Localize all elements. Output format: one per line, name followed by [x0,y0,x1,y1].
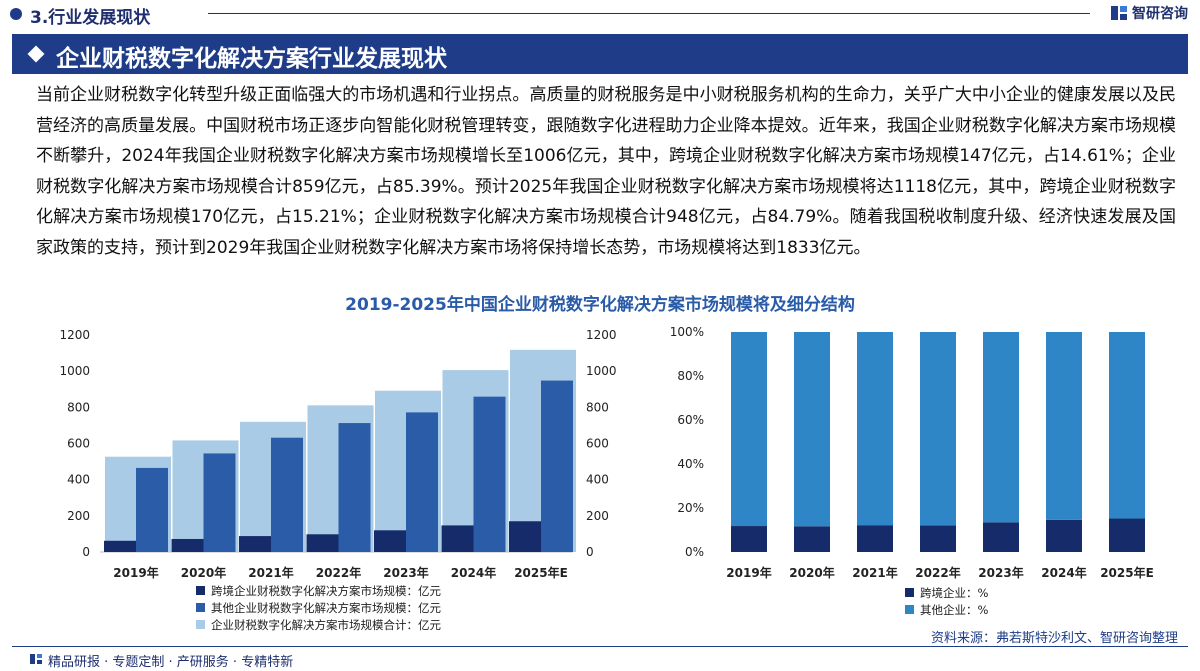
bullet-dot-icon [10,8,22,20]
bar-other-pct [920,332,956,526]
left-bar-chart: 0 200 400 600 800 1000 1200 0 200 400 600 800 1000 12… [59,328,616,632]
legend-swatch [196,603,205,612]
legend-label: 企业财税数字化解决方案市场规模合计：亿元 [211,618,441,632]
y2-tick-label: 0 [586,545,594,559]
y2-tick-label: 200 [586,509,609,523]
diamond-icon [27,45,45,63]
y-tick-label: 800 [67,400,90,414]
x-tick-label: 2022年 [316,565,361,580]
bottom-bar: 精品研报 · 专题定制 · 产研服务 · 专精特新 [0,649,1200,671]
section-title: 3.行业发展现状 [30,8,151,28]
legend-label: 跨境企业：% [920,586,988,600]
bar-other [271,437,303,552]
bar-other [203,453,236,552]
bar-cross-border [509,521,541,552]
bar-cross-border-pct [794,526,830,552]
x-tick-label: 2023年 [383,565,428,580]
chart-title: 2019-2025年中国企业财税数字化解决方案市场规模将及细分结构 [345,295,855,315]
bar-cross-border-pct [857,525,893,552]
x-tick-label: 2024年 [451,565,496,580]
bar-cross-border [171,538,204,552]
x-tick-label: 2025年E [1100,565,1154,580]
bar-cross-border [104,540,136,552]
x-tick-label: 2019年 [113,565,158,580]
y-tick-label: 400 [67,473,90,487]
legend-swatch [196,620,205,629]
y2-tick-label: 1000 [586,364,617,378]
legend-swatch [905,588,914,597]
y-tick-label: 0% [685,545,704,559]
bar-other-pct [1046,332,1082,520]
footer-divider [12,646,1188,647]
bar-cross-border [306,534,339,552]
bar-cross-border [441,525,474,552]
bar-cross-border-pct [1046,519,1082,552]
brand-name: 智研咨询 [1132,6,1188,22]
y-tick-label: 80% [677,369,704,383]
bar-other-pct [731,332,767,527]
bar-other-pct [983,332,1019,523]
page-title: 企业财税数字化解决方案行业发展现状 [56,46,447,72]
y-tick-label: 1200 [59,328,90,342]
y2-tick-label: 400 [586,473,609,487]
bar-other-pct [1109,332,1145,519]
title-banner: 企业财税数字化解决方案行业发展现状 [12,34,1188,74]
y-tick-label: 100% [670,325,704,339]
bar-cross-border [239,536,271,552]
legend-swatch [905,605,914,614]
brand-logo: 智研咨询 [1110,3,1188,23]
legend-label: 其他企业财税数字化解决方案市场规模：亿元 [211,601,441,615]
bar-other [338,423,371,552]
y-tick-label: 20% [677,501,704,515]
x-tick-label: 2021年 [248,565,293,580]
x-tick-label: 2019年 [726,565,771,580]
y-tick-label: 1000 [59,364,90,378]
legend-label: 跨境企业财税数字化解决方案市场规模：亿元 [211,584,441,598]
right-percent-chart: 0% 20% 40% 60% 80% 100% 2019年 2020年 2021年 2022年 20… [670,325,1154,617]
charts-area: 0 200 400 600 800 1000 1200 0 200 400 600 800 1000 12… [59,325,1154,632]
y2-tick-label: 1200 [586,328,617,342]
bar-cross-border-pct [920,525,956,552]
x-tick-label: 2022年 [915,565,960,580]
brand-logo-icon [1111,6,1127,20]
bar-other-pct [857,332,893,526]
y-tick-label: 40% [677,457,704,471]
header-divider [208,13,1090,14]
y-tick-label: 200 [67,509,90,523]
y-tick-label: 60% [677,413,704,427]
x-tick-label: 2023年 [978,565,1023,580]
legend-label: 其他企业：% [920,603,988,617]
y2-tick-label: 800 [586,400,609,414]
footer-tagline: 精品研报 · 专题定制 · 产研服务 · 专精特新 [48,655,294,670]
x-tick-label: 2020年 [789,565,834,580]
top-bar: 3.行业发展现状 智研咨询 [0,0,1200,30]
bar-other [406,412,438,552]
y-tick-label: 600 [67,437,90,451]
bar-other-pct [794,332,830,527]
bar-cross-border [374,530,406,552]
legend-swatch [196,586,205,595]
bar-other [541,380,573,552]
x-tick-label: 2024年 [1041,565,1086,580]
x-tick-label: 2025年E [514,565,568,580]
y2-tick-label: 600 [586,437,609,451]
bar-other [136,467,168,552]
bar-cross-border-pct [731,526,767,552]
y-tick-label: 0 [82,545,90,559]
source-note: 资料来源：弗若斯特沙利文、智研咨询整理 [930,631,1178,646]
x-tick-label: 2021年 [852,565,897,580]
body-paragraph: 当前企业财税数字化转型升级正面临强大的市场机遇和行业拐点。高质量的财税服务是中小… [36,85,1176,258]
bar-cross-border-pct [983,522,1019,552]
bar-cross-border-pct [1109,518,1145,552]
bar-other [473,396,506,552]
x-tick-label: 2020年 [181,565,226,580]
brand-small-icon [30,654,42,664]
